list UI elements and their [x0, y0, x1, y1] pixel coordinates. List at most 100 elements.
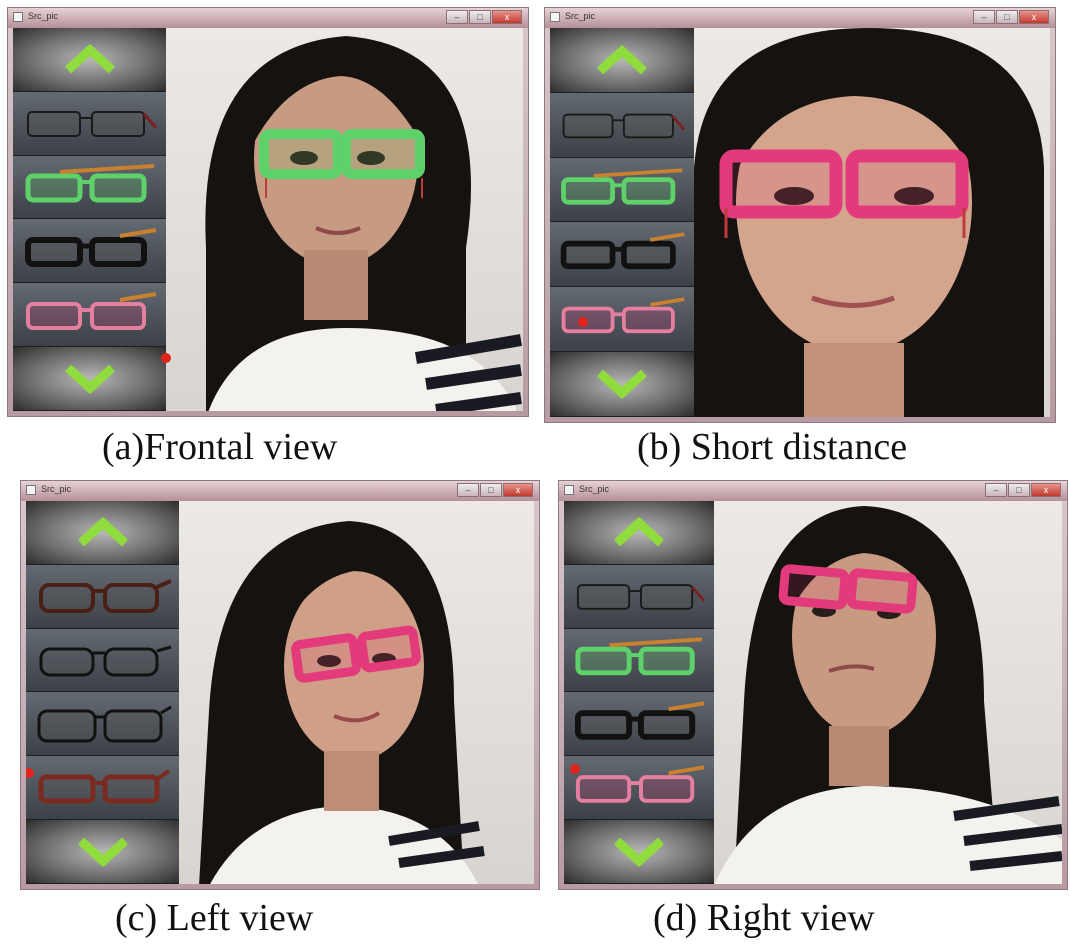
- minimize-button[interactable]: –: [985, 483, 1007, 497]
- window-title: Src_pic: [565, 11, 596, 21]
- virtual-glasses-overlay: [719, 149, 969, 219]
- caption-frontal-view: (a)Frontal view: [102, 426, 338, 468]
- scroll-up-button[interactable]: [564, 501, 714, 565]
- glasses-option[interactable]: [13, 91, 166, 156]
- scroll-up-button[interactable]: [550, 28, 694, 93]
- chevron-down-icon: [596, 369, 648, 400]
- glasses-menu: [13, 28, 166, 411]
- black-thin-glasses-icon: [562, 113, 686, 138]
- app-window: Src_pic – □ x: [544, 7, 1056, 423]
- cursor-marker: [26, 768, 34, 779]
- minimize-button[interactable]: –: [973, 10, 995, 24]
- black-thin-glasses-icon: [576, 584, 706, 611]
- virtual-glasses-overlay: [778, 564, 918, 614]
- app-icon: [564, 485, 574, 495]
- chevron-up-icon: [77, 517, 128, 547]
- cursor-marker: [578, 317, 588, 328]
- pink-glasses-icon: [25, 291, 156, 330]
- person-photo: [205, 36, 523, 411]
- maximize-button[interactable]: □: [480, 483, 502, 497]
- glasses-option[interactable]: [26, 692, 179, 757]
- chevron-up-icon: [64, 44, 115, 74]
- glasses-menu: [550, 28, 694, 417]
- scroll-up-button[interactable]: [26, 501, 179, 565]
- app-icon: [13, 12, 23, 22]
- chevron-down-icon: [613, 837, 665, 867]
- red-brown-glasses-icon: [38, 769, 170, 804]
- glasses-option[interactable]: [26, 564, 179, 629]
- maximize-button[interactable]: □: [996, 10, 1018, 24]
- camera-view: [26, 501, 534, 884]
- black-thick-glasses-icon: [24, 227, 156, 267]
- glasses-option[interactable]: [26, 628, 179, 693]
- black-thick-glasses-icon: [574, 701, 705, 740]
- glasses-option[interactable]: [564, 564, 714, 629]
- scroll-down-button[interactable]: [13, 347, 166, 411]
- glasses-option[interactable]: [550, 287, 694, 353]
- chevron-down-icon: [64, 364, 115, 394]
- brown-glasses-icon: [38, 579, 172, 614]
- virtual-glasses-overlay: [259, 129, 425, 179]
- scroll-down-button[interactable]: [26, 820, 179, 884]
- glasses-option[interactable]: [564, 628, 714, 693]
- app-window: Src_pic – □ x: [20, 480, 540, 890]
- title-bar[interactable]: Src_pic – □ x: [559, 481, 1067, 501]
- app-icon: [550, 12, 560, 22]
- close-button[interactable]: x: [1031, 483, 1061, 497]
- camera-feed: [179, 501, 534, 884]
- pink-glasses-icon: [561, 297, 685, 334]
- close-button[interactable]: x: [492, 10, 522, 24]
- glasses-option[interactable]: [550, 157, 694, 223]
- app-icon: [26, 485, 36, 495]
- caption-short-distance: (b) Short distance: [637, 426, 908, 468]
- camera-feed: [166, 28, 523, 411]
- virtual-glasses-overlay: [291, 625, 421, 683]
- green-glasses-icon: [25, 164, 154, 203]
- green-glasses-icon: [561, 167, 683, 205]
- glasses-option[interactable]: [564, 692, 714, 757]
- close-button[interactable]: x: [1019, 10, 1049, 24]
- window-title: Src_pic: [41, 484, 72, 494]
- minimize-button[interactable]: –: [446, 10, 468, 24]
- window-title: Src_pic: [579, 484, 610, 494]
- camera-feed: [714, 501, 1062, 884]
- glasses-menu: [564, 501, 714, 884]
- glasses-option[interactable]: [550, 92, 694, 158]
- person-photo: [694, 28, 1044, 417]
- glasses-option[interactable]: [550, 222, 694, 288]
- black-aviator-glasses-icon: [39, 645, 171, 677]
- window-title: Src_pic: [28, 11, 59, 21]
- caption-right-view: (d) Right view: [653, 897, 875, 939]
- cursor-marker: [161, 353, 171, 363]
- scroll-down-button[interactable]: [550, 352, 694, 417]
- glasses-option[interactable]: [26, 756, 179, 821]
- glasses-option[interactable]: [564, 756, 714, 821]
- cursor-marker: [570, 764, 580, 775]
- maximize-button[interactable]: □: [1008, 483, 1030, 497]
- glasses-option[interactable]: [13, 283, 166, 348]
- glasses-option[interactable]: [13, 219, 166, 284]
- title-bar[interactable]: Src_pic – □ x: [545, 8, 1055, 28]
- black-thick-glasses-icon: [560, 232, 685, 270]
- minimize-button[interactable]: –: [457, 483, 479, 497]
- glasses-option[interactable]: [13, 155, 166, 220]
- person-photo: [714, 506, 1062, 884]
- chevron-down-icon: [77, 837, 128, 867]
- chevron-up-icon: [596, 44, 648, 75]
- black-thin-glasses-icon: [26, 111, 157, 138]
- pink-glasses-icon: [575, 765, 705, 803]
- person-photo: [199, 521, 485, 884]
- scroll-down-button[interactable]: [564, 820, 714, 884]
- camera-view: [550, 28, 1050, 417]
- scroll-up-button[interactable]: [13, 28, 166, 92]
- close-button[interactable]: x: [503, 483, 533, 497]
- chevron-up-icon: [613, 517, 665, 547]
- title-bar[interactable]: Src_pic – □ x: [21, 481, 539, 501]
- maximize-button[interactable]: □: [469, 10, 491, 24]
- camera-feed: [694, 28, 1050, 417]
- black-wide-glasses-icon: [37, 705, 172, 743]
- title-bar[interactable]: Src_pic – □ x: [8, 8, 528, 28]
- camera-view: [13, 28, 523, 411]
- app-window: Src_pic – □ x: [558, 480, 1068, 890]
- caption-left-view: (c) Left view: [115, 897, 314, 939]
